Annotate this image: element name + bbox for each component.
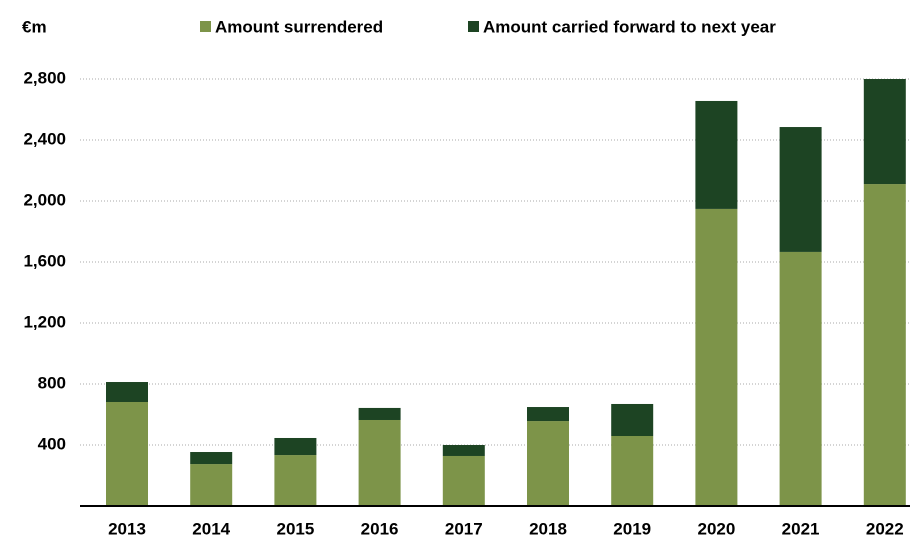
bar-segment (106, 401, 148, 506)
y-tick-label: 2,400 (23, 129, 66, 148)
x-tick-label: 2014 (192, 519, 230, 538)
y-tick-label: 2,800 (23, 68, 66, 87)
x-tick-label: 2017 (445, 519, 483, 538)
bar-segment (274, 455, 317, 506)
y-tick-label: 800 (38, 373, 66, 392)
bar-segment (190, 452, 233, 465)
bar-segment (442, 445, 485, 456)
x-tick-label: 2013 (108, 519, 146, 538)
x-tick-label: 2015 (276, 519, 314, 538)
y-tick-label: 400 (38, 434, 66, 453)
legend-label: Amount surrendered (215, 17, 383, 36)
bar-segment (358, 407, 401, 420)
bar-segment (274, 437, 317, 456)
bar-segment (863, 79, 906, 185)
y-tick-label: 1,200 (23, 312, 66, 331)
bar-segment (863, 184, 906, 506)
x-tick-label: 2020 (697, 519, 735, 538)
y-tick-label: 1,600 (23, 251, 66, 270)
bar-segment (611, 403, 654, 437)
bar-segment (527, 421, 569, 506)
bar-segment (190, 464, 233, 506)
bar-segment (611, 436, 654, 506)
y-axis-label: €m (22, 17, 47, 36)
legend-swatch (200, 21, 211, 32)
bar-segment (779, 251, 822, 506)
bar-segment (527, 407, 569, 422)
x-tick-label: 2018 (529, 519, 567, 538)
x-tick-label: 2022 (866, 519, 904, 538)
bar-segment (695, 208, 738, 506)
legend-swatch (468, 21, 479, 32)
legend-label: Amount carried forward to next year (483, 17, 776, 36)
bar-segment (106, 382, 148, 402)
y-tick-label: 2,000 (23, 190, 66, 209)
bar-segment (779, 127, 822, 252)
x-tick-label: 2019 (613, 519, 651, 538)
bar-segment (442, 455, 485, 506)
bar-segment (358, 419, 401, 506)
bar-segment (695, 100, 738, 209)
x-tick-label: 2021 (782, 519, 820, 538)
x-tick-label: 2016 (361, 519, 399, 538)
